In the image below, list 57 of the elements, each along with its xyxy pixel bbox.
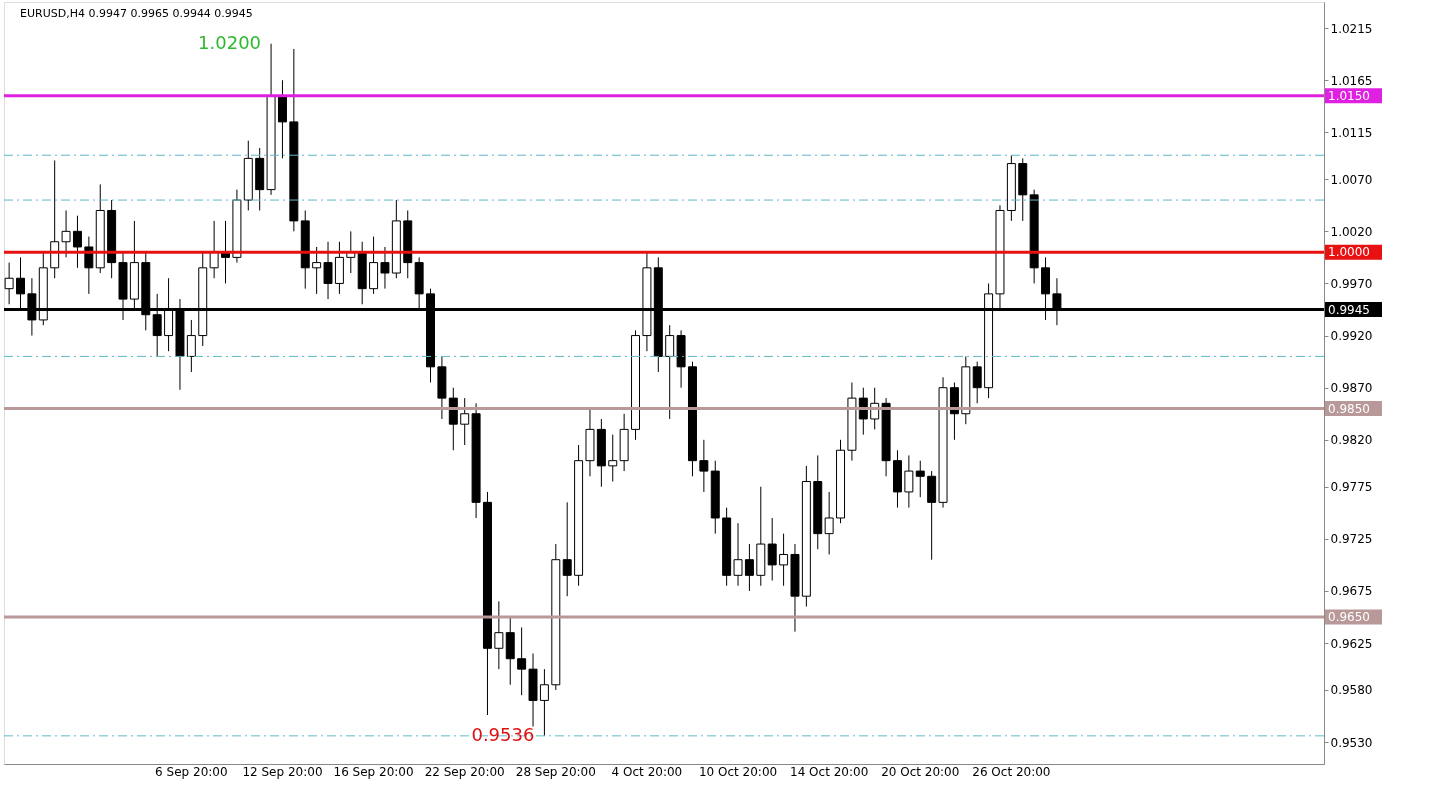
text: EURUSD,H4 0.9947 0.9965 0.9944 0.9945 xyxy=(20,7,253,20)
ref-line-label: 1.0000 xyxy=(1328,245,1370,260)
x-tick-label: 4 Oct 20:00 xyxy=(611,764,683,779)
x-tick-label: 6 Sep 20:00 xyxy=(155,764,228,779)
candlestick xyxy=(4,262,14,305)
ref-line-label: 1.0150 xyxy=(1328,88,1370,103)
y-tick-label: 1.0165 xyxy=(1330,73,1373,88)
y-tick-label: 1.0020 xyxy=(1330,224,1373,239)
y-tick-label: 0.9675 xyxy=(1330,584,1373,599)
y-tick-label: 0.9530 xyxy=(1330,735,1373,750)
y-tick-label: 0.9970 xyxy=(1330,276,1373,291)
ref-line-label: 0.9650 xyxy=(1328,610,1370,625)
x-tick-label: 20 Oct 20:00 xyxy=(881,764,960,779)
candlestick xyxy=(562,501,572,597)
candlestick xyxy=(209,220,219,279)
y-tick-label: 0.9625 xyxy=(1330,636,1373,651)
ref-line-label: 0.9945 xyxy=(1328,302,1370,317)
candlestick xyxy=(61,209,71,258)
y-tick-label: 1.0115 xyxy=(1330,125,1373,140)
y-tick-label: 0.9920 xyxy=(1330,329,1373,344)
candlestick xyxy=(904,454,914,509)
candlestick xyxy=(699,439,709,493)
x-tick-label: 28 Sep 20:00 xyxy=(515,764,596,779)
y-tick-label: 0.9725 xyxy=(1330,532,1373,547)
candlestick xyxy=(733,522,743,587)
candlestick xyxy=(380,246,390,290)
candlestick xyxy=(72,215,82,269)
x-tick-label: 14 Oct 20:00 xyxy=(790,764,869,779)
candlestick xyxy=(460,397,470,446)
annotation: 0.9536 xyxy=(471,723,535,745)
candlestick xyxy=(744,543,754,592)
y-tick-label: 1.0215 xyxy=(1330,21,1373,36)
candlestick xyxy=(323,241,333,300)
x-tick-label: 22 Sep 20:00 xyxy=(424,764,505,779)
candlestick xyxy=(517,626,527,696)
candlestick xyxy=(665,324,675,420)
y-tick-label: 0.9775 xyxy=(1330,480,1373,495)
candlestick xyxy=(539,668,549,737)
candlestick xyxy=(186,319,196,373)
y-tick-label: 1.0070 xyxy=(1330,172,1373,187)
x-tick-label: 10 Oct 20:00 xyxy=(698,764,778,779)
candlestick xyxy=(972,361,982,404)
y-tick-label: 0.9820 xyxy=(1330,433,1373,448)
x-tick-label: 26 Oct 20:00 xyxy=(972,764,1051,779)
y-tick-label: 0.9580 xyxy=(1330,683,1373,698)
candlestick xyxy=(494,600,504,670)
annotation: 1.0200 xyxy=(198,31,262,53)
y-tick-label: 0.9870 xyxy=(1330,381,1373,396)
ref-line-label: 0.9850 xyxy=(1328,401,1370,416)
x-tick-label: 12 Sep 20:00 xyxy=(242,764,323,779)
x-tick-label: 16 Sep 20:00 xyxy=(333,764,414,779)
candlestick xyxy=(779,533,789,587)
candlestick xyxy=(608,434,618,483)
candlestick xyxy=(915,460,925,498)
candlestick xyxy=(824,491,834,555)
candlestick xyxy=(312,246,322,295)
candlestick xyxy=(767,517,777,582)
